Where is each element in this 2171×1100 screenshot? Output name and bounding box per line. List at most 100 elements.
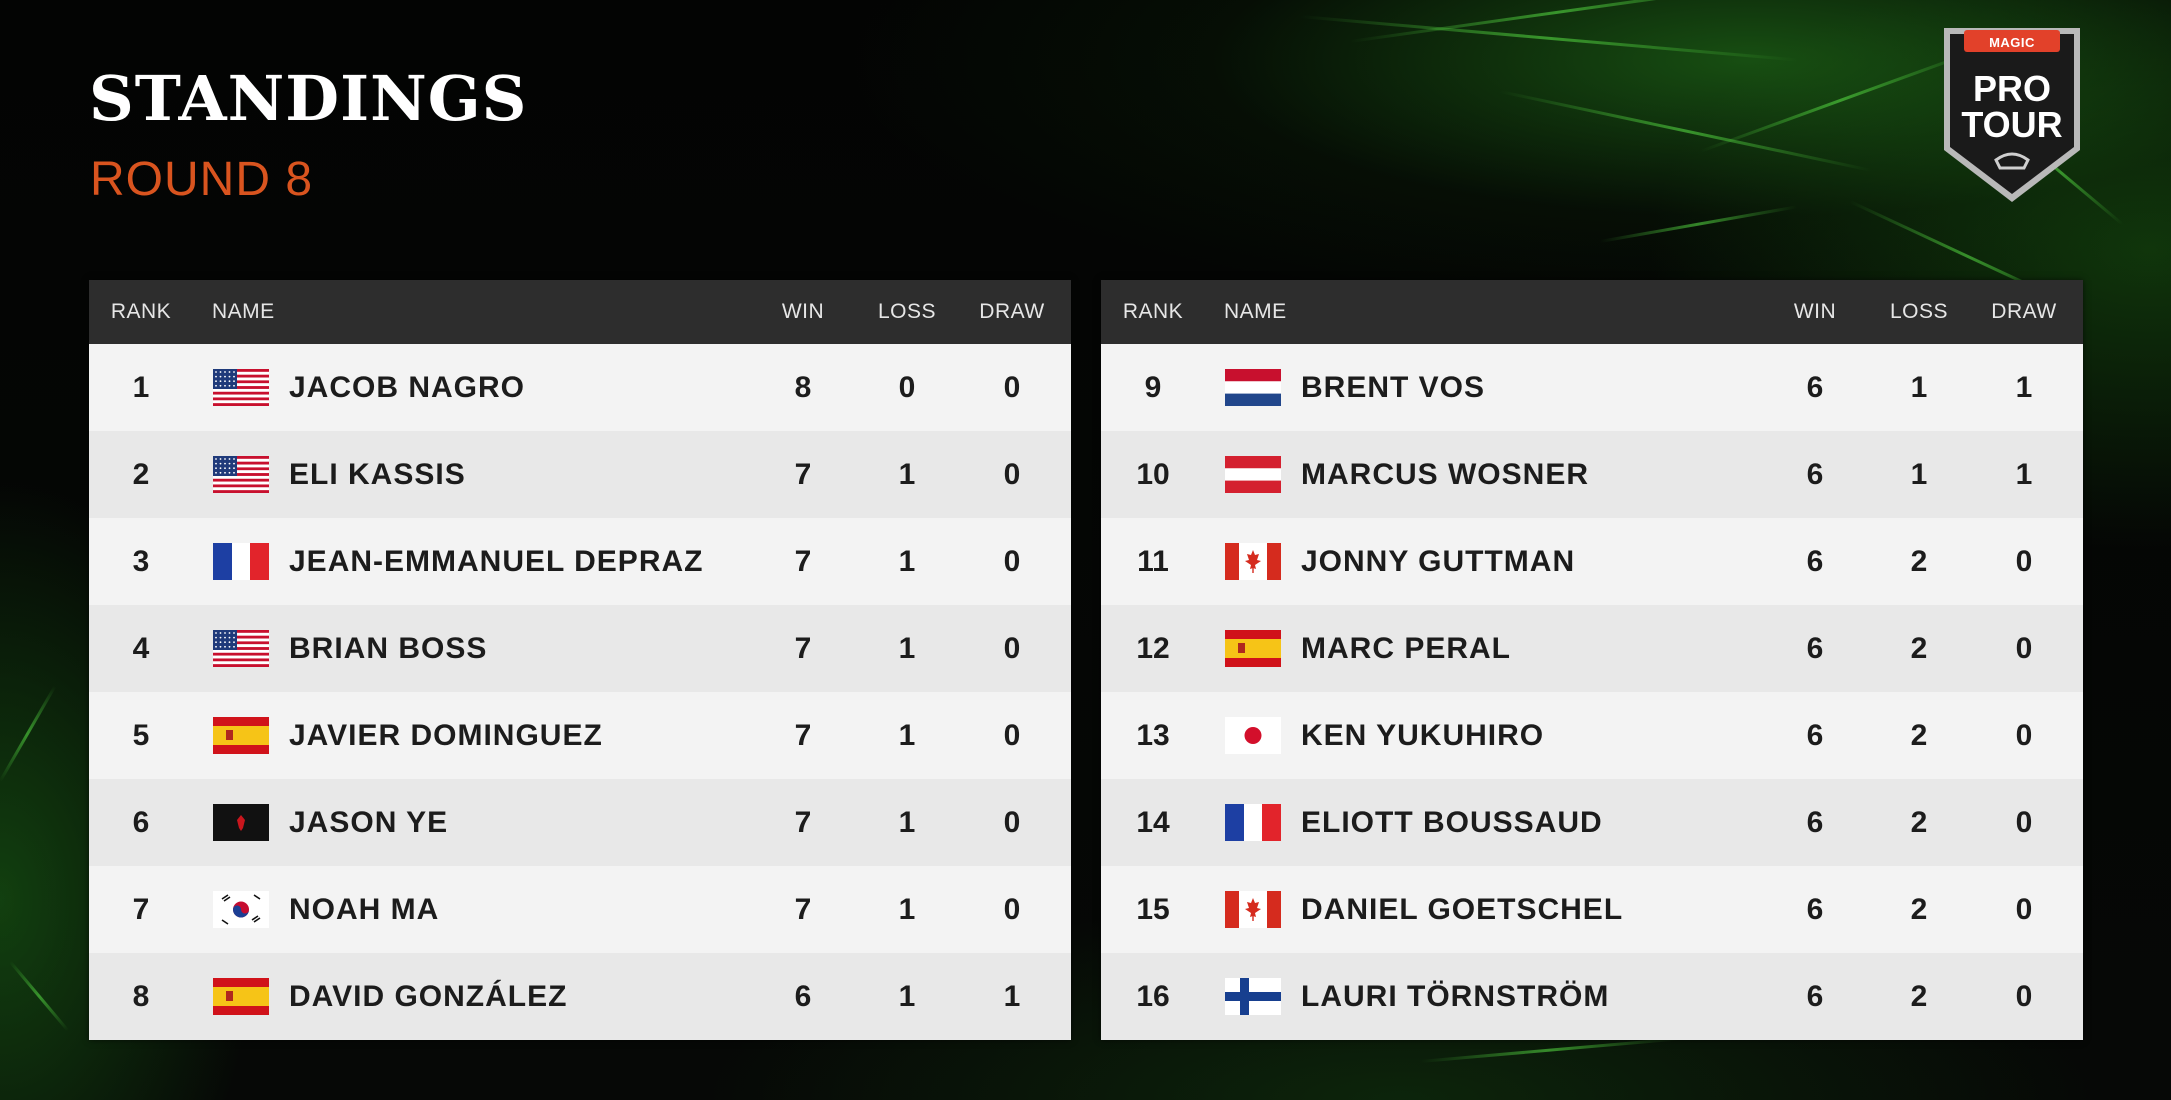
- loss-cell: 2: [1910, 632, 1928, 665]
- player-name: MARC PERAL: [1301, 632, 1511, 665]
- table-body: 9 BRENT VOS 6 1 1 10 MARCUS WOSNER 6 1 1 11 JONNY G…: [1101, 344, 2083, 1040]
- logo-brand: MAGIC: [1989, 35, 2035, 50]
- loss-cell: 1: [898, 980, 916, 1013]
- win-cell: 6: [1806, 980, 1824, 1013]
- draw-cell: 0: [2015, 632, 2033, 665]
- logo-line1: PRO: [1972, 68, 2051, 109]
- rank-cell: 4: [132, 632, 150, 665]
- loss-cell: 2: [1910, 719, 1928, 752]
- us-flag-icon: [213, 369, 269, 406]
- table-row: 14 ELIOTT BOUSSAUD 6 2 0: [1101, 779, 2083, 866]
- ca-flag-icon: [1225, 891, 1281, 928]
- table-row: 4 BRIAN BOSS 7 1 0: [89, 605, 1071, 692]
- player-name: JONNY GUTTMAN: [1301, 545, 1576, 578]
- draw-cell: 0: [2015, 719, 2033, 752]
- rank-cell: 16: [1136, 980, 1170, 1013]
- loss-cell: 2: [1910, 806, 1928, 839]
- es-flag-icon: [213, 978, 269, 1015]
- rank-header: RANK: [1122, 300, 1184, 323]
- draw-cell: 0: [1003, 371, 1021, 404]
- table-row: 12 MARC PERAL 6 2 0: [1101, 605, 2083, 692]
- table-row: 15 DANIEL GOETSCHEL 6 2 0: [1101, 866, 2083, 953]
- table-row: 1 JACOB NAGRO 8 0 0: [89, 344, 1071, 431]
- table-row: 3 JEAN-EMMANUEL DEPRAZ 7 1 0: [89, 518, 1071, 605]
- win-header: WIN: [781, 300, 825, 323]
- rank-cell: 7: [132, 893, 150, 926]
- rank-cell: 1: [132, 371, 150, 404]
- loss-header: LOSS: [1889, 300, 1949, 323]
- table-row: 2 ELI KASSIS 7 1 0: [89, 431, 1071, 518]
- loss-cell: 1: [898, 458, 916, 491]
- rank-cell: 12: [1136, 632, 1170, 665]
- player-name: JASON YE: [289, 806, 449, 839]
- win-cell: 7: [794, 545, 812, 578]
- round-subtitle: ROUND 8: [90, 153, 314, 206]
- kr-flag-icon: [213, 891, 269, 928]
- win-cell: 7: [794, 893, 812, 926]
- black-flag-icon: [213, 804, 269, 841]
- draw-header: DRAW: [979, 300, 1045, 323]
- table-header: RANK NAME WIN LOSS DRAW: [89, 280, 1071, 344]
- rank-cell: 15: [1136, 893, 1170, 926]
- draw-cell: 0: [1003, 893, 1021, 926]
- table-row: 9 BRENT VOS 6 1 1: [1101, 344, 2083, 431]
- win-cell: 6: [1806, 632, 1824, 665]
- rank-header: RANK: [110, 300, 172, 323]
- draw-cell: 0: [1003, 545, 1021, 578]
- loss-cell: 1: [1910, 371, 1928, 404]
- player-name: JAVIER DOMINGUEZ: [289, 719, 603, 752]
- loss-header: LOSS: [877, 300, 937, 323]
- fr-flag-icon: [213, 543, 269, 580]
- rank-cell: 3: [132, 545, 150, 578]
- loss-cell: 2: [1910, 980, 1928, 1013]
- win-cell: 7: [794, 806, 812, 839]
- page-title: STANDINGS: [89, 62, 528, 135]
- jp-flag-icon: [1225, 717, 1281, 754]
- table-body: 1 JACOB NAGRO 8 0 0 2 ELI KASSIS 7 1 0 3 JEAN-EMMAN…: [89, 344, 1071, 1040]
- table-row: 5 JAVIER DOMINGUEZ 7 1 0: [89, 692, 1071, 779]
- table-row: 8 DAVID GONZÁLEZ 6 1 1: [89, 953, 1071, 1040]
- draw-cell: 1: [2015, 371, 2033, 404]
- player-name: LAURI TÖRNSTRÖM: [1301, 980, 1610, 1013]
- player-name: KEN YUKUHIRO: [1301, 719, 1545, 752]
- loss-cell: 1: [898, 545, 916, 578]
- standings-table-left: RANK NAME WIN LOSS DRAW 1 JACOB NAGRO 8 0 0 2…: [89, 280, 1071, 1040]
- draw-cell: 0: [1003, 632, 1021, 665]
- logo-line2: TOUR: [1961, 104, 2063, 145]
- loss-cell: 1: [898, 632, 916, 665]
- loss-cell: 0: [898, 371, 916, 404]
- win-cell: 6: [1806, 371, 1824, 404]
- rank-cell: 5: [132, 719, 150, 752]
- nl-flag-icon: [1225, 369, 1281, 406]
- win-cell: 6: [794, 980, 812, 1013]
- draw-cell: 0: [1003, 458, 1021, 491]
- player-name: NOAH MA: [289, 893, 440, 926]
- at-flag-icon: [1225, 456, 1281, 493]
- win-cell: 6: [1806, 458, 1824, 491]
- win-cell: 6: [1806, 719, 1824, 752]
- rank-cell: 14: [1136, 806, 1170, 839]
- draw-cell: 0: [2015, 893, 2033, 926]
- table-header: RANK NAME WIN LOSS DRAW: [1101, 280, 2083, 344]
- table-row: 13 KEN YUKUHIRO 6 2 0: [1101, 692, 2083, 779]
- us-flag-icon: [213, 456, 269, 493]
- us-flag-icon: [213, 630, 269, 667]
- pro-tour-logo: MAGIC PRO TOUR: [1938, 22, 2086, 208]
- win-cell: 8: [794, 371, 812, 404]
- player-name: JEAN-EMMANUEL DEPRAZ: [289, 545, 704, 578]
- draw-cell: 0: [2015, 980, 2033, 1013]
- loss-cell: 1: [898, 893, 916, 926]
- player-name: BRENT VOS: [1301, 371, 1486, 404]
- draw-header: DRAW: [1991, 300, 2057, 323]
- player-name: ELI KASSIS: [289, 458, 466, 491]
- player-name: BRIAN BOSS: [289, 632, 488, 665]
- table-row: 6 JASON YE 7 1 0: [89, 779, 1071, 866]
- draw-cell: 1: [2015, 458, 2033, 491]
- shield-icon: [1944, 28, 2080, 202]
- rank-cell: 13: [1136, 719, 1170, 752]
- rank-cell: 8: [132, 980, 150, 1013]
- loss-cell: 1: [898, 806, 916, 839]
- draw-cell: 0: [2015, 806, 2033, 839]
- fr-flag-icon: [1225, 804, 1281, 841]
- standings-table-right: RANK NAME WIN LOSS DRAW 9 BRENT VOS 6 1 1 10 M…: [1101, 280, 2083, 1040]
